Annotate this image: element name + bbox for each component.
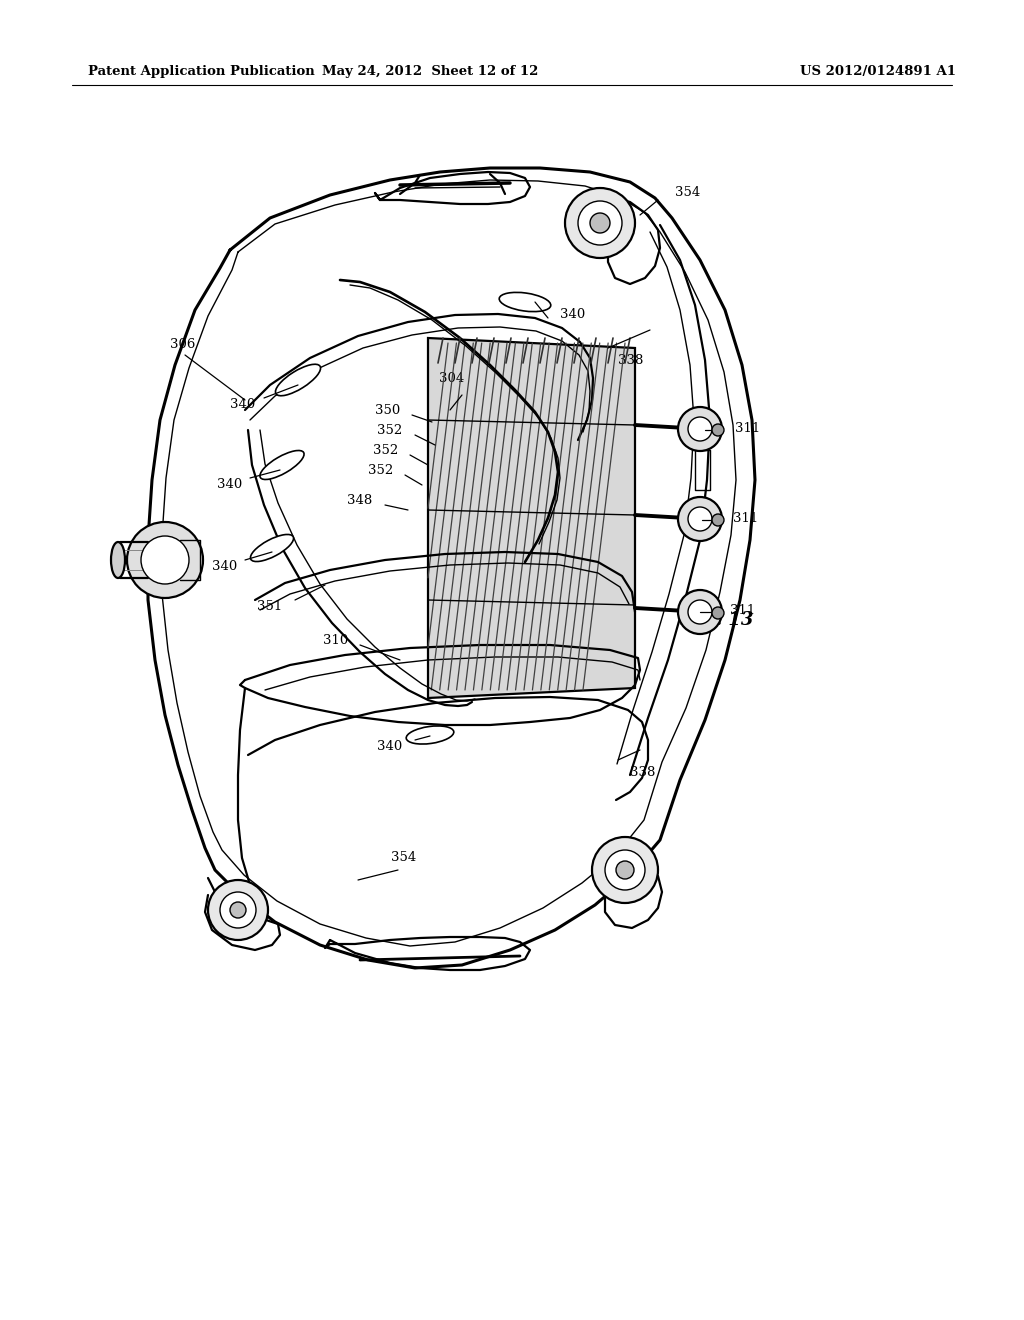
Circle shape bbox=[220, 892, 256, 928]
Text: 311: 311 bbox=[733, 511, 758, 524]
Text: 338: 338 bbox=[618, 354, 643, 367]
Ellipse shape bbox=[407, 726, 454, 744]
Circle shape bbox=[141, 536, 189, 583]
Text: 340: 340 bbox=[212, 560, 237, 573]
Text: 338: 338 bbox=[630, 767, 655, 780]
Text: 304: 304 bbox=[439, 372, 465, 385]
Polygon shape bbox=[428, 338, 635, 698]
Ellipse shape bbox=[500, 293, 551, 312]
Circle shape bbox=[616, 861, 634, 879]
Circle shape bbox=[565, 187, 635, 257]
Text: 352: 352 bbox=[377, 424, 402, 437]
Text: May 24, 2012  Sheet 12 of 12: May 24, 2012 Sheet 12 of 12 bbox=[322, 66, 539, 78]
Text: 340: 340 bbox=[560, 309, 586, 322]
Text: 340: 340 bbox=[229, 399, 255, 412]
Circle shape bbox=[712, 513, 724, 525]
Text: 306: 306 bbox=[170, 338, 196, 351]
Circle shape bbox=[590, 213, 610, 234]
Ellipse shape bbox=[251, 535, 294, 561]
Circle shape bbox=[678, 498, 722, 541]
Text: 351: 351 bbox=[257, 599, 282, 612]
Text: 354: 354 bbox=[391, 851, 417, 865]
Text: Patent Application Publication: Patent Application Publication bbox=[88, 66, 314, 78]
Text: 340: 340 bbox=[377, 741, 402, 754]
Text: 348: 348 bbox=[347, 494, 372, 507]
Ellipse shape bbox=[260, 450, 304, 479]
Text: 350: 350 bbox=[375, 404, 400, 417]
Text: 311: 311 bbox=[730, 603, 756, 616]
Circle shape bbox=[678, 407, 722, 451]
Circle shape bbox=[230, 902, 246, 917]
Text: FIG. 13: FIG. 13 bbox=[680, 611, 754, 630]
Circle shape bbox=[688, 601, 712, 624]
Circle shape bbox=[712, 607, 724, 619]
Text: 311: 311 bbox=[735, 421, 760, 434]
Text: 354: 354 bbox=[675, 186, 700, 198]
Circle shape bbox=[688, 507, 712, 531]
Text: 352: 352 bbox=[368, 463, 393, 477]
Circle shape bbox=[678, 590, 722, 634]
Circle shape bbox=[127, 521, 203, 598]
Circle shape bbox=[605, 850, 645, 890]
Ellipse shape bbox=[275, 364, 321, 396]
Circle shape bbox=[592, 837, 658, 903]
Circle shape bbox=[712, 424, 724, 436]
Circle shape bbox=[578, 201, 622, 246]
Text: 310: 310 bbox=[323, 634, 348, 647]
Circle shape bbox=[208, 880, 268, 940]
Text: US 2012/0124891 A1: US 2012/0124891 A1 bbox=[800, 66, 956, 78]
Text: 352: 352 bbox=[373, 444, 398, 457]
Circle shape bbox=[688, 417, 712, 441]
Text: 340: 340 bbox=[217, 478, 242, 491]
Ellipse shape bbox=[111, 543, 125, 578]
